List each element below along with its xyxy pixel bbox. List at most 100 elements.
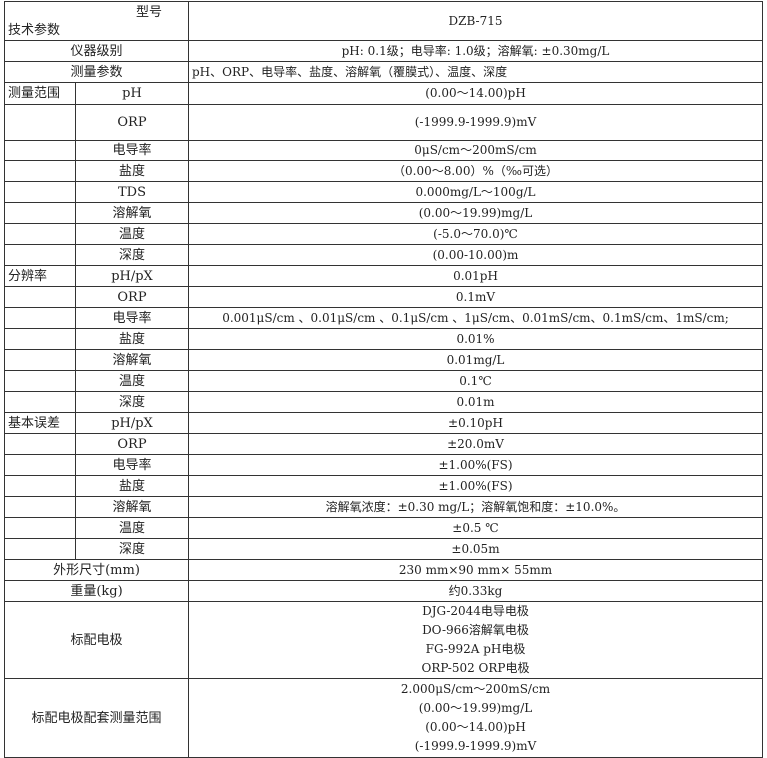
value-cell: 溶解氧浓度：±0.30 mg/L；溶解氧饱和度：±10.0%。: [188, 496, 763, 518]
group-label: [4, 328, 76, 350]
param-label: 技术参数: [8, 23, 61, 38]
table-row: 溶解氧 0.01mg/L: [4, 349, 763, 371]
value-cell: ±1.00%(FS): [188, 454, 763, 476]
group-label: [4, 286, 76, 308]
table-row: 电导率 0.001μS/cm 、0.01μS/cm 、0.1μS/cm 、1μS/…: [4, 307, 763, 329]
value-cell: 0μS/cm～200mS/cm: [188, 140, 763, 161]
value-cell: 0.01pH: [188, 265, 763, 287]
value-cell: 0.1mV: [188, 286, 763, 308]
value-cell: 2.000μS/cm～200mS/cm (0.00～19.99)mg/L (0.00…: [188, 678, 763, 758]
table-row: ORP ±20.0mV: [4, 433, 763, 455]
group-label: [4, 307, 76, 329]
group-label: 外形尺寸(mm): [4, 559, 189, 581]
table-row: 温度 0.1℃: [4, 370, 763, 392]
table-row: 分辨率 pH/pX 0.01pH: [4, 265, 763, 287]
group-label: 基本误差: [4, 412, 76, 434]
value-line: (-1999.9-1999.9)mV: [414, 739, 537, 753]
table-row: 仪器级别 pH: 0.1级；电导率: 1.0级；溶解氧: ±0.30mg/L: [4, 40, 763, 62]
group-label: [4, 475, 76, 497]
group-label: [4, 349, 76, 371]
table-row: 测量参数 pH、ORP、电导率、盐度、溶解氧（覆膜式）、温度、深度: [4, 61, 763, 83]
value-cell: （0.00～8.00）%（‰可选）: [188, 160, 763, 182]
value-cell: (0.00～14.00)pH: [188, 82, 763, 105]
value-line: (0.00～14.00)pH: [425, 720, 526, 734]
table-row: 标配电极 DJG-2044电导电极 DO-966溶解氧电极 FG-992A pH电极 O…: [4, 601, 763, 679]
table-row: 溶解氧 (0.00～19.99)mg/L: [4, 202, 763, 224]
table-row: 深度 0.01m: [4, 391, 763, 413]
table-row: TDS 0.000mg/L～100g/L: [4, 181, 763, 203]
group-label: [4, 370, 76, 392]
param-label: 温度: [75, 517, 189, 539]
param-label: 温度: [75, 370, 189, 392]
value-cell: 0.1℃: [188, 370, 763, 392]
group-label: [4, 181, 76, 203]
table-row: 标配电极配套测量范围 2.000μS/cm～200mS/cm (0.00～19.99…: [4, 678, 763, 758]
value-cell: DJG-2044电导电极 DO-966溶解氧电极 FG-992A pH电极 ORP-5…: [188, 601, 763, 679]
value-cell: pH: 0.1级；电导率: 1.0级；溶解氧: ±0.30mg/L: [188, 40, 763, 62]
group-label: [4, 517, 76, 539]
table-row: 基本误差 pH/pX ±0.10pH: [4, 412, 763, 434]
table-row: 重量(kg) 约0.33kg: [4, 580, 763, 602]
param-label: 溶解氧: [75, 202, 189, 224]
group-label: [4, 140, 76, 161]
table-row: ORP 0.1mV: [4, 286, 763, 308]
table-row: 电导率 ±1.00%(FS): [4, 454, 763, 476]
group-label: [4, 538, 76, 560]
group-label: [4, 244, 76, 266]
param-label: ORP: [75, 433, 189, 455]
model-value: DZB-715: [188, 1, 763, 41]
param-label: pH/pX: [75, 412, 189, 434]
value-cell: 0.01%: [188, 328, 763, 350]
param-label: 温度: [75, 223, 189, 245]
group-label: [4, 496, 76, 518]
value-cell: ±0.05m: [188, 538, 763, 560]
group-label: [4, 202, 76, 224]
param-label: 电导率: [75, 307, 189, 329]
param-label: ORP: [75, 286, 189, 308]
value-cell: (0.00～19.99)mg/L: [188, 202, 763, 224]
header-cell: 型号 技术参数: [4, 1, 189, 41]
group-label: 测量范围: [4, 82, 76, 105]
value-cell: pH、ORP、电导率、盐度、溶解氧（覆膜式）、温度、深度: [188, 61, 763, 83]
group-label: 标配电极: [4, 601, 189, 679]
value-cell: 约0.33kg: [188, 580, 763, 602]
param-label: TDS: [75, 181, 189, 203]
spec-table: 型号 技术参数 DZB-715 仪器级别 pH: 0.1级；电导率: 1.0级；溶…: [4, 1, 763, 758]
param-label: 盐度: [75, 475, 189, 497]
group-label: 仪器级别: [4, 40, 189, 62]
value-line: (0.00～19.99)mg/L: [418, 701, 533, 715]
param-label: 盐度: [75, 160, 189, 182]
param-label: pH/pX: [75, 265, 189, 287]
param-label: 深度: [75, 244, 189, 266]
table-row: 深度 ±0.05m: [4, 538, 763, 560]
value-cell: (-1999.9-1999.9)mV: [188, 104, 763, 141]
value-line: DO-966溶解氧电极: [422, 623, 529, 637]
group-label: 测量参数: [4, 61, 189, 83]
param-label: ORP: [75, 104, 189, 141]
value-cell: (0.00-10.00)m: [188, 244, 763, 266]
param-label: 电导率: [75, 454, 189, 476]
model-label: 型号: [135, 5, 162, 20]
value-line: FG-992A pH电极: [425, 642, 526, 656]
group-label: [4, 454, 76, 476]
value-line: DJG-2044电导电极: [422, 604, 529, 618]
value-cell: 0.001μS/cm 、0.01μS/cm 、0.1μS/cm 、1μS/cm、…: [188, 307, 763, 329]
param-label: 电导率: [75, 140, 189, 161]
table-row: 盐度 （0.00～8.00）%（‰可选）: [4, 160, 763, 182]
group-label: 分辨率: [4, 265, 76, 287]
group-label: 重量(kg): [4, 580, 189, 602]
param-label: 深度: [75, 391, 189, 413]
value-line: 2.000μS/cm～200mS/cm: [400, 682, 551, 696]
value-cell: 0.000mg/L～100g/L: [188, 181, 763, 203]
param-label: pH: [75, 82, 189, 105]
param-label: 深度: [75, 538, 189, 560]
table-row: 温度 (-5.0～70.0)℃: [4, 223, 763, 245]
value-cell: ±1.00%(FS): [188, 475, 763, 497]
group-label: [4, 391, 76, 413]
table-row: 电导率 0μS/cm～200mS/cm: [4, 140, 763, 161]
table-row: 测量范围 pH (0.00～14.00)pH: [4, 82, 763, 105]
table-row: 温度 ±0.5 ℃: [4, 517, 763, 539]
table-row: 外形尺寸(mm) 230 mm×90 mm× 55mm: [4, 559, 763, 581]
value-cell: ±0.10pH: [188, 412, 763, 434]
table-row: 深度 (0.00-10.00)m: [4, 244, 763, 266]
